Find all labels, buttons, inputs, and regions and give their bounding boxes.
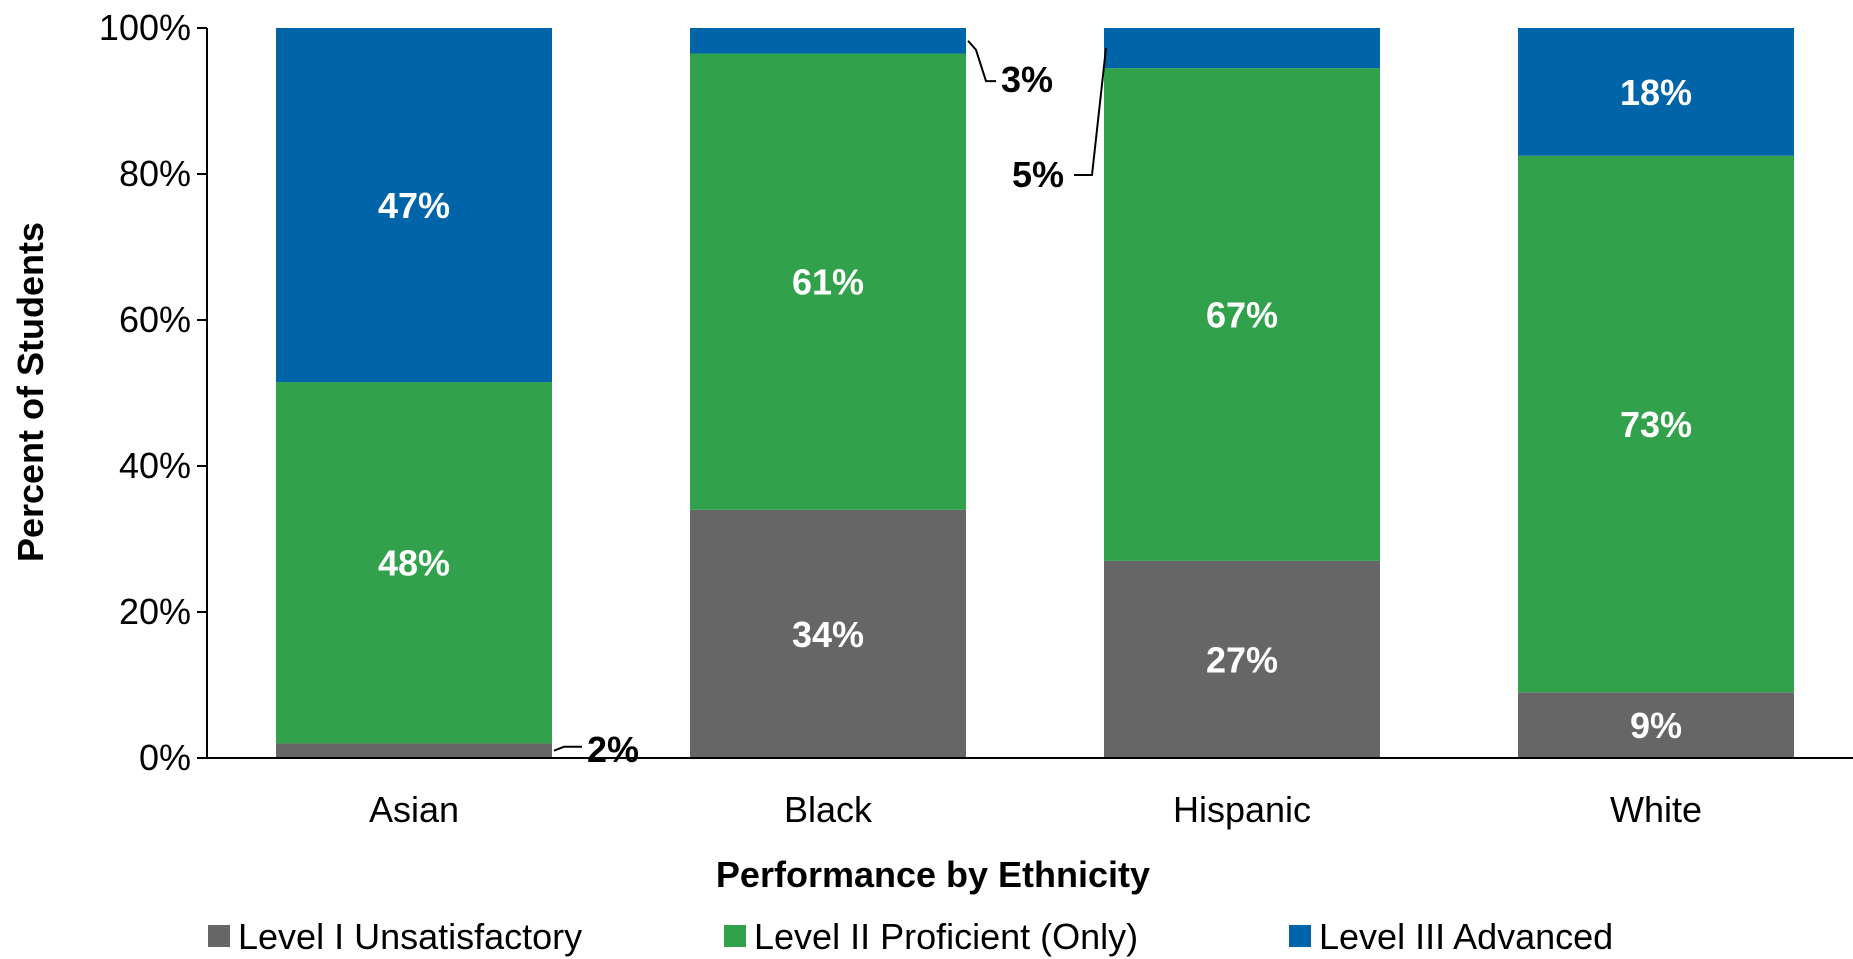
leader-line	[553, 745, 582, 752]
x-tick-label-white: White	[1610, 789, 1702, 830]
y-tick-label: 0%	[139, 737, 191, 778]
legend-swatch-level-i-unsatisfactory	[208, 925, 230, 947]
y-tick-label: 60%	[119, 299, 191, 340]
data-label-white-level-ii-proficient-only: 73%	[1620, 404, 1692, 445]
x-axis-ticks: Asian Black Hispanic White	[369, 789, 1702, 830]
legend-label-level-iii-advanced: Level III Advanced	[1319, 916, 1613, 957]
bar-segments	[276, 28, 1794, 758]
legend-swatch-level-iii-advanced	[1289, 925, 1311, 947]
bar-asian-level-ii-proficient-only	[276, 382, 552, 744]
bar-asian-level-iii-advanced	[276, 28, 552, 383]
x-axis-title: Performance by Ethnicity	[716, 854, 1150, 895]
x-tick-label-hispanic: Hispanic	[1173, 789, 1311, 830]
axes	[206, 28, 1853, 759]
data-labels: 2% 48% 47% 34% 61% 3% 27% 67% 5% 9% 73% 18%	[378, 59, 1692, 770]
legend-swatch-level-ii-proficient-only	[724, 925, 746, 947]
bar-hispanic-level-i-unsatisfactory	[1104, 560, 1380, 758]
data-label-black-level-ii-proficient-only: 61%	[792, 262, 864, 303]
y-axis-title: Percent of Students	[10, 222, 51, 562]
data-label-hispanic-level-ii-proficient-only: 67%	[1206, 295, 1278, 336]
data-label-hispanic-level-i-unsatisfactory: 27%	[1206, 639, 1278, 680]
data-label-asian-level-iii-advanced: 47%	[378, 185, 450, 226]
y-tick-label: 20%	[119, 591, 191, 632]
bar-black-level-ii-proficient-only	[690, 53, 966, 510]
y-tick-label: 100%	[99, 7, 191, 48]
data-label-asian-level-ii-proficient-only: 48%	[378, 543, 450, 584]
x-tick-label-black: Black	[784, 789, 873, 830]
data-label-hispanic-level-iii-advanced: 5%	[1012, 154, 1064, 195]
data-label-white-level-iii-advanced: 18%	[1620, 72, 1692, 113]
bar-hispanic-level-ii-proficient-only	[1104, 68, 1380, 561]
y-axis-ticks: 0% 20% 40% 60% 80% 100%	[99, 7, 207, 778]
legend-label-level-ii-proficient-only: Level II Proficient (Only)	[754, 916, 1138, 957]
leader-line	[967, 40, 996, 83]
y-tick-label: 80%	[119, 153, 191, 194]
leader-lines	[553, 40, 1107, 752]
data-label-black-level-iii-advanced: 3%	[1001, 59, 1053, 100]
bar-hispanic-level-iii-advanced	[1104, 28, 1380, 69]
x-tick-label-asian: Asian	[369, 789, 459, 830]
y-tick-label: 40%	[119, 445, 191, 486]
legend: Level I Unsatisfactory Level II Proficien…	[208, 916, 1613, 957]
data-label-black-level-i-unsatisfactory: 34%	[792, 614, 864, 655]
bar-white-level-ii-proficient-only	[1518, 155, 1794, 693]
legend-label-level-i-unsatisfactory: Level I Unsatisfactory	[238, 916, 582, 957]
bar-white-level-i-unsatisfactory	[1518, 692, 1794, 758]
leader-line	[1074, 47, 1107, 176]
bar-asian-level-i-unsatisfactory	[276, 743, 552, 758]
data-label-asian-level-i-unsatisfactory: 2%	[587, 729, 639, 770]
bar-white-level-iii-advanced	[1518, 28, 1794, 156]
bar-black-level-i-unsatisfactory	[690, 509, 966, 758]
data-label-white-level-i-unsatisfactory: 9%	[1630, 705, 1682, 746]
bar-black-level-iii-advanced	[690, 28, 966, 54]
